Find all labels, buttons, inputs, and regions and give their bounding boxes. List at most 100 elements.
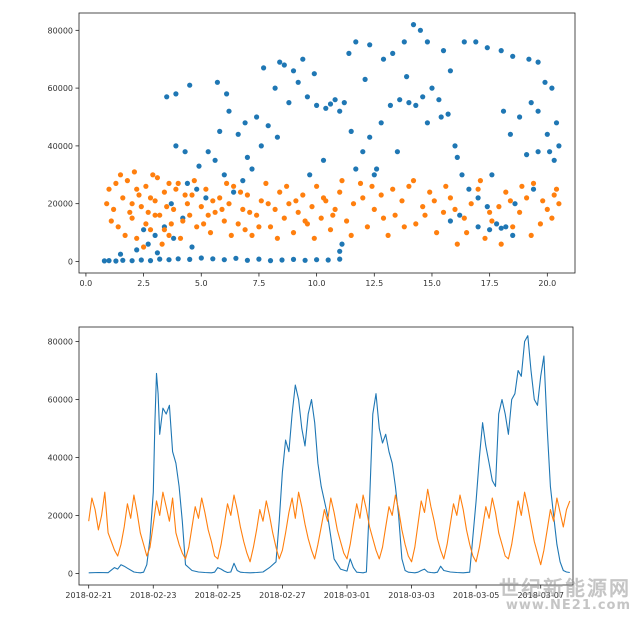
scatter-point-s0-94: [466, 186, 472, 192]
scatter-point-s1-52: [350, 201, 357, 207]
scatter-point-s0-108: [346, 50, 352, 57]
scatter-point-s0-55: [327, 101, 334, 107]
scatter-point-s1-131: [498, 241, 504, 247]
scatter-point-s0-145: [404, 74, 410, 80]
scatter-point-s0-109: [440, 48, 447, 54]
scatter-point-s0-104: [390, 50, 396, 57]
y-tick-label-0: 0: [68, 569, 73, 578]
scatter-point-s1-124: [422, 212, 428, 218]
scatter-point-s0-17: [267, 258, 274, 264]
scatter-point-s1-15: [175, 180, 181, 186]
scatter-point-s1-139: [143, 221, 149, 227]
scatter-point-s0-116: [526, 56, 532, 62]
scatter-point-s1-133: [519, 183, 525, 189]
scatter-point-s0-124: [524, 152, 530, 158]
scatter-point-s0-148: [320, 157, 327, 163]
scatter-point-s1-66: [447, 195, 453, 201]
scatter-point-s1-6: [134, 235, 140, 241]
scatter-point-s0-18: [279, 257, 285, 263]
scatter-point-s0-0: [101, 258, 107, 264]
scatter-point-s0-130: [489, 172, 495, 178]
scatter-point-s1-121: [390, 186, 396, 192]
scatter-point-s1-142: [134, 186, 140, 192]
scatter-point-s0-52: [332, 97, 338, 103]
x-tick-label-0: 2018-02-21: [65, 591, 112, 600]
scatter-point-s1-17: [184, 201, 190, 207]
scatter-point-s1-64: [434, 230, 440, 236]
scatter-point-s1-3: [120, 195, 126, 201]
scatter-point-s1-105: [237, 189, 244, 195]
scatter-point-s0-69: [173, 143, 179, 149]
scatter-point-s0-15: [244, 257, 250, 263]
scatter-point-s0-78: [290, 68, 297, 74]
scatter-point-s1-114: [320, 195, 327, 201]
scatter-point-s1-130: [487, 209, 493, 215]
scatter-point-s0-54: [337, 108, 343, 114]
scatter-point-s0-23: [337, 256, 343, 262]
scatter-point-s1-4: [124, 178, 130, 184]
scatter-point-s0-66: [203, 195, 209, 201]
scatter-point-s1-123: [410, 178, 417, 184]
scatter-point-s0-40: [217, 128, 223, 134]
scatter-point-s1-12: [161, 189, 167, 195]
scatter-point-s0-53: [341, 100, 347, 106]
scatter-point-s0-37: [184, 180, 190, 186]
scatter-point-s1-91: [113, 180, 119, 186]
scatter-point-s1-35: [267, 224, 274, 230]
scatter-point-s1-38: [281, 215, 287, 221]
scatter-point-s1-134: [528, 232, 534, 238]
scatter-point-s0-136: [512, 201, 518, 207]
scatter-point-s1-27: [231, 183, 237, 189]
scatter-point-s0-76: [261, 65, 267, 71]
x-tick-label-2: 5.0: [195, 279, 208, 288]
scatter-point-s1-75: [510, 224, 516, 230]
scatter-point-s1-13: [166, 232, 172, 238]
scatter-point-s1-69: [468, 201, 474, 207]
x-tick-label-7: 17.5: [481, 279, 499, 288]
scatter-point-s1-149: [242, 227, 248, 233]
scatter-point-s1-118: [360, 195, 366, 201]
scatter-point-s0-133: [475, 224, 481, 230]
scatter-point-s1-22: [207, 230, 214, 236]
scatter-point-s1-81: [551, 192, 557, 198]
scatter-point-s0-141: [374, 166, 380, 172]
scatter-point-s0-4: [129, 258, 135, 264]
scatter-point-s0-41: [226, 108, 232, 114]
scatter-point-s1-5: [129, 215, 135, 221]
scatter-point-s0-79: [353, 166, 359, 172]
scatter-point-s1-74: [503, 189, 509, 195]
x-tick-label-1: 2.5: [137, 279, 150, 288]
scatter-point-s0-119: [549, 85, 555, 91]
scatter-point-s0-74: [224, 91, 230, 97]
scatter-point-s0-90: [436, 97, 442, 103]
scatter-point-s1-51: [344, 218, 350, 224]
scatter-point-s1-50: [337, 189, 343, 195]
scatter-point-s0-101: [417, 27, 423, 33]
scatter-point-s1-141: [161, 227, 167, 233]
scatter-point-s1-8: [143, 183, 149, 189]
watermark-main: 世纪新能源网: [499, 576, 631, 600]
scatter-point-s0-5: [138, 257, 144, 263]
scatter-point-s0-56: [311, 71, 317, 77]
scatter-point-s0-73: [214, 79, 220, 85]
scatter-point-s0-71: [173, 91, 179, 97]
scatter-point-s0-31: [171, 235, 177, 241]
scatter-chart: 0.0 2.5 5.0 7.5 10.0 12.5 15.0 17.5 20.0 0 20000 40…: [48, 12, 576, 288]
scatter-point-s1-24: [217, 195, 223, 201]
scatter-point-s1-107: [256, 224, 262, 230]
scatter-point-s1-49: [332, 206, 338, 212]
scatter-point-s1-95: [150, 172, 156, 178]
scatter-point-s1-136: [549, 215, 555, 221]
scatter-point-s1-11: [157, 212, 163, 218]
scatter-point-s0-68: [182, 149, 188, 155]
scatter-point-s0-135: [498, 225, 504, 231]
scatter-point-s0-146: [362, 76, 368, 82]
scatter-point-s0-117: [535, 59, 541, 65]
scatter-point-s0-43: [244, 154, 250, 160]
scatter-point-s1-29: [240, 206, 246, 212]
scatter-point-s1-40: [290, 230, 297, 236]
scatter-point-s0-142: [424, 120, 430, 126]
scatter-point-s0-80: [360, 149, 366, 155]
scatter-point-s0-86: [406, 100, 412, 106]
scatter-point-s0-140: [394, 149, 400, 155]
